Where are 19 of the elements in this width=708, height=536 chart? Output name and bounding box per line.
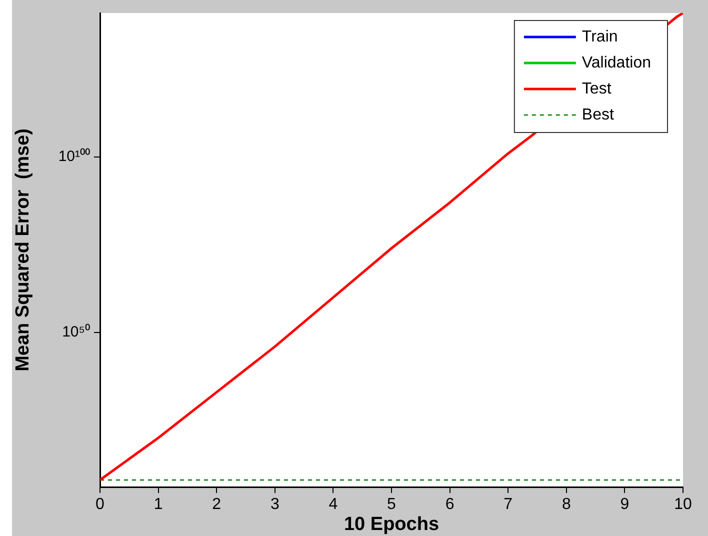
legend-label: Validation <box>582 54 652 72</box>
y-tick-label: 10⁵⁰ <box>62 324 90 341</box>
x-tick-label: 9 <box>620 496 630 514</box>
x-tick-label: 3 <box>270 496 280 514</box>
y-axis-title: Mean Squared Error (mse) <box>12 128 34 372</box>
x-tick-label: 7 <box>504 496 513 514</box>
legend-label: Best <box>582 106 614 124</box>
x-tick-label: 5 <box>387 496 396 514</box>
legend-label: Train <box>582 28 618 46</box>
y-tick-label: 10¹⁰⁰ <box>58 148 90 166</box>
x-tick-label: 8 <box>562 496 571 514</box>
x-tick-label: 6 <box>445 496 454 514</box>
legend-label: Test <box>582 80 612 98</box>
x-axis-title: 10 Epochs <box>344 514 440 535</box>
x-tick-label: 0 <box>96 496 105 514</box>
x-tick-label: 1 <box>154 496 163 514</box>
x-tick-label: 10 <box>674 496 692 514</box>
x-tick-label: 2 <box>212 496 222 514</box>
x-tick-label: 4 <box>328 496 338 514</box>
